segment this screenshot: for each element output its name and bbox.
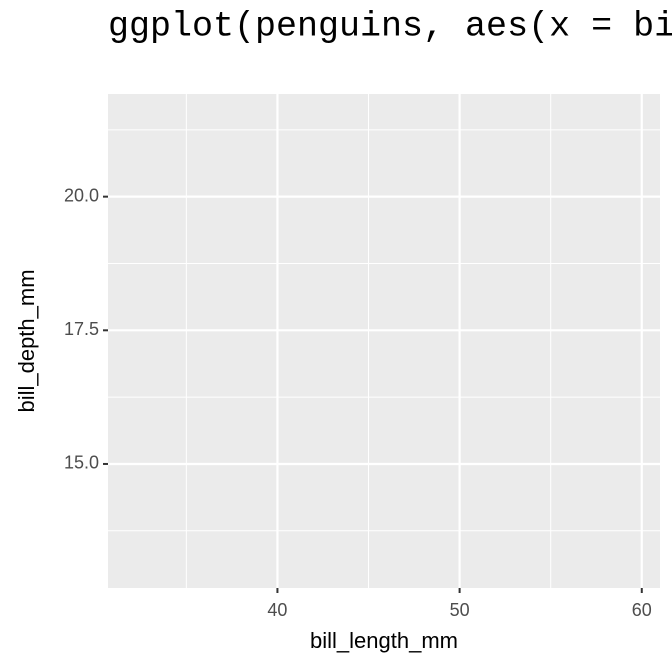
y-tick-label: 17.5: [64, 319, 99, 339]
y-axis-title: bill_depth_mm: [14, 269, 39, 412]
x-tick-label: 40: [267, 600, 287, 620]
y-tick-label: 15.0: [64, 453, 99, 473]
chart-title: ggplot(penguins, aes(x = bi: [108, 6, 672, 46]
y-tick-label: 20.0: [64, 185, 99, 205]
x-tick-label: 60: [632, 600, 652, 620]
x-axis-title: bill_length_mm: [310, 628, 458, 653]
plot-panel: [108, 94, 660, 588]
x-tick-label: 50: [450, 600, 470, 620]
